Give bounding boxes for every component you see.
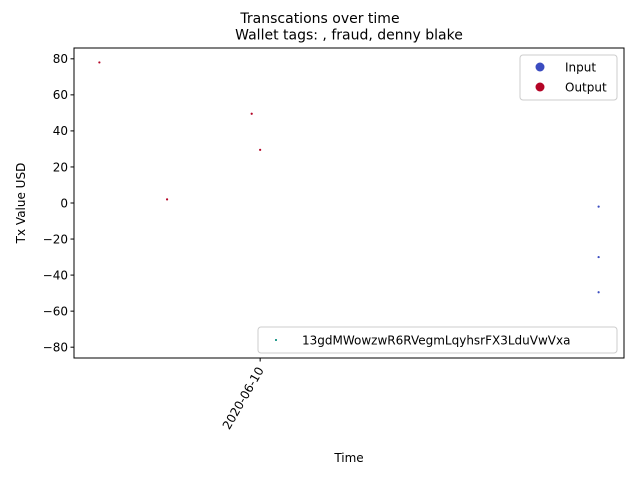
y-tick-label: 60 [53,88,68,102]
data-point-output [98,61,101,64]
y-tick-label: 40 [53,124,68,138]
y-axis-ticks: 80 60 40 20 0 −20 −40 −60 −80 [43,52,74,354]
y-tick-label: 0 [60,196,68,210]
data-point-output [250,112,253,115]
legend-marker-address [275,339,277,341]
y-tick-label: −60 [43,304,68,318]
y-axis-label: Tx Value USD [14,163,28,245]
legend-marker-input [535,62,545,72]
x-axis-ticks: 2020-06-10 [220,358,267,432]
y-tick-label: −40 [43,268,68,282]
legend-upper: Input Output [519,54,618,101]
y-tick-label: −20 [43,232,68,246]
data-point-input [597,255,600,259]
data-point-output [165,198,169,201]
y-tick-label: −80 [43,340,68,354]
legend-marker-output [535,82,545,92]
data-point-input [597,205,600,208]
chart-title: Wallet tags: , fraud, denny blake [235,28,463,44]
data-point-output [259,148,262,151]
chart-suptitle: Transcations over time [239,11,399,27]
y-tick-label: 20 [53,160,68,174]
legend-lower: 13gdMWowzwR6RVegmLqyhsrFX3LduVwVxa [257,326,618,354]
y-tick-label: 80 [53,52,68,66]
data-point-input [597,291,600,294]
data-points [98,61,600,294]
plot-frame [73,47,625,359]
x-axis-label: Time [333,451,363,465]
legend-label-input: Input [565,61,596,75]
legend-lower-box [257,326,618,354]
x-tick-label: 2020-06-10 [220,365,267,432]
legend-label-address: 13gdMWowzwR6RVegmLqyhsrFX3LduVwVxa [302,334,570,348]
legend-label-output: Output [565,81,607,95]
